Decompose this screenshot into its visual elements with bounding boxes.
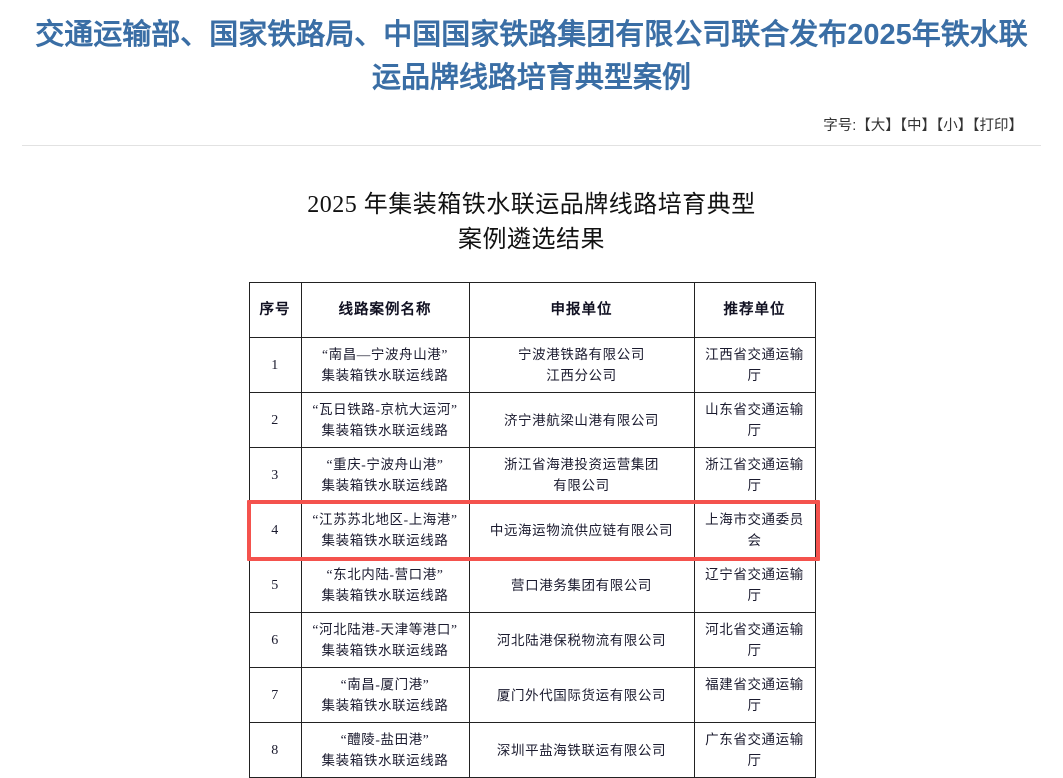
- font-size-toolbar: 字号:【大】【中】【小】【打印】: [22, 116, 1041, 136]
- table-row: 3 “重庆-宁波舟山港” 集装箱铁水联运线路 浙江省海港投资运营集团 有限公司 浙江省交通…: [248, 447, 816, 503]
- cell-applicant-line-1: 中远海运物流供应链有限公司: [489, 522, 674, 538]
- cell-case-name-line-2: 集装箱铁水联运线路: [321, 423, 449, 438]
- table-row: 1 “南昌—宁波舟山港” 集装箱铁水联运线路 宁波港铁路有限公司 江西分公司 江西省交通运…: [248, 337, 816, 393]
- cell-case-name-line-1: “南昌-厦门港”: [340, 677, 430, 692]
- cell-recommender: 山东省交通运输厅: [693, 392, 816, 448]
- font-size-small-button[interactable]: 【小】: [936, 118, 973, 134]
- cell-no: 6: [248, 612, 302, 668]
- cell-applicant-line-1: 深圳平盐海铁联运有限公司: [496, 742, 667, 758]
- cell-applicant: 河北陆港保税物流有限公司: [468, 612, 695, 668]
- document-body: 2025 年集装箱铁水联运品牌线路培育典型 案例遴选结果 序号 线路案例名称 申…: [0, 154, 1063, 778]
- document-title-line-2: 案例遴选结果: [458, 227, 605, 253]
- table-row: 2 “瓦日铁路-京杭大运河” 集装箱铁水联运线路 济宁港航梁山港有限公司 山东省交通运输…: [248, 392, 816, 448]
- cell-case-name-line-2: 集装箱铁水联运线路: [321, 533, 449, 548]
- cell-case-name-line-1: “河北陆港-天津等港口”: [312, 622, 458, 637]
- cell-case-name-line-2: 集装箱铁水联运线路: [321, 643, 449, 658]
- cell-case-name-line-1: “东北内陆-营口港”: [326, 567, 444, 582]
- cell-applicant: 济宁港航梁山港有限公司: [468, 392, 695, 448]
- column-header-case-name: 线路案例名称: [300, 282, 470, 338]
- cell-recommender: 辽宁省交通运输厅: [693, 557, 816, 613]
- cell-applicant-line-1: 济宁港航梁山港有限公司: [503, 412, 660, 428]
- print-button[interactable]: 【打印】: [972, 118, 1023, 134]
- table-row: 4 “江苏苏北地区-上海港” 集装箱铁水联运线路 中远海运物流供应链有限公司 上海市交通…: [248, 502, 816, 558]
- document-title: 2025 年集装箱铁水联运品牌线路培育典型 案例遴选结果: [272, 188, 792, 258]
- results-table-wrapper: 序号 线路案例名称 申报单位 推荐单位 1 “南昌—宁波舟山港” 集装箱铁水联运线路…: [247, 282, 820, 778]
- cell-applicant-line-1: 营口港务集团有限公司: [511, 577, 652, 593]
- cell-case-name: “东北内陆-营口港” 集装箱铁水联运线路: [300, 557, 470, 613]
- column-header-recommender: 推荐单位: [693, 282, 816, 338]
- cell-no: 5: [248, 557, 302, 613]
- cell-applicant: 营口港务集团有限公司: [468, 557, 695, 613]
- cell-applicant: 深圳平盐海铁联运有限公司: [468, 722, 695, 778]
- cell-case-name-line-2: 集装箱铁水联运线路: [321, 753, 449, 768]
- cell-recommender: 广东省交通运输厅: [693, 722, 816, 778]
- table-row: 5 “东北内陆-营口港” 集装箱铁水联运线路 营口港务集团有限公司 辽宁省交通运输厅: [248, 557, 816, 613]
- cell-applicant: 厦门外代国际货运有限公司: [468, 667, 695, 723]
- cell-applicant-line-1: 厦门外代国际货运有限公司: [496, 687, 667, 703]
- column-header-applicant: 申报单位: [468, 282, 695, 338]
- cell-case-name: “瓦日铁路-京杭大运河” 集装箱铁水联运线路: [300, 392, 470, 448]
- cell-no: 1: [248, 337, 302, 393]
- table-row: 8 “醴陵-盐田港” 集装箱铁水联运线路 深圳平盐海铁联运有限公司 广东省交通运输厅: [248, 722, 816, 778]
- cell-case-name-line-2: 集装箱铁水联运线路: [321, 588, 449, 603]
- cell-case-name: “南昌—宁波舟山港” 集装箱铁水联运线路: [300, 337, 470, 393]
- font-size-large-button[interactable]: 【大】: [856, 118, 900, 134]
- cell-applicant: 浙江省海港投资运营集团 有限公司: [468, 447, 695, 503]
- cell-no: 8: [248, 722, 302, 778]
- cell-case-name: “重庆-宁波舟山港” 集装箱铁水联运线路: [300, 447, 470, 503]
- cell-case-name-line-1: “瓦日铁路-京杭大运河”: [312, 402, 458, 417]
- column-header-no: 序号: [248, 282, 302, 338]
- cell-case-name-line-1: “南昌—宁波舟山港”: [322, 347, 448, 362]
- cell-case-name-line-2: 集装箱铁水联运线路: [321, 698, 449, 713]
- cell-case-name: “南昌-厦门港” 集装箱铁水联运线路: [300, 667, 470, 723]
- cell-applicant: 中远海运物流供应链有限公司: [468, 502, 695, 558]
- cell-case-name-line-2: 集装箱铁水联运线路: [321, 478, 449, 493]
- cell-no: 2: [248, 392, 302, 448]
- cell-no: 4: [248, 502, 302, 558]
- header-divider: [22, 145, 1041, 146]
- cell-recommender: 上海市交通委员会: [693, 502, 816, 558]
- font-size-medium-button[interactable]: 【中】: [899, 118, 936, 134]
- table-body: 1 “南昌—宁波舟山港” 集装箱铁水联运线路 宁波港铁路有限公司 江西分公司 江西省交通运…: [248, 337, 816, 778]
- cell-applicant-line-1: 宁波港铁路有限公司: [518, 347, 645, 362]
- cell-applicant-line-1: 浙江省海港投资运营集团: [503, 457, 660, 472]
- article-header: 交通运输部、国家铁路局、中国国家铁路集团有限公司联合发布2025年铁水联运品牌线…: [0, 0, 1063, 146]
- cell-applicant-line-2: 江西分公司: [546, 368, 617, 383]
- cell-recommender: 河北省交通运输厅: [693, 612, 816, 668]
- cell-recommender: 江西省交通运输厅: [693, 337, 816, 393]
- cell-case-name-line-1: “醴陵-盐田港”: [340, 732, 430, 747]
- results-table: 序号 线路案例名称 申报单位 推荐单位 1 “南昌—宁波舟山港” 集装箱铁水联运线路…: [248, 282, 816, 778]
- cell-case-name-line-1: “江苏苏北地区-上海港”: [312, 512, 458, 527]
- table-header-row: 序号 线路案例名称 申报单位 推荐单位: [248, 282, 816, 338]
- page-title: 交通运输部、国家铁路局、中国国家铁路集团有限公司联合发布2025年铁水联运品牌线…: [35, 19, 1028, 94]
- cell-no: 3: [248, 447, 302, 503]
- cell-no: 7: [248, 667, 302, 723]
- document-title-line-1: 2025 年集装箱铁水联运品牌线路培育典型: [307, 192, 756, 218]
- cell-case-name: “江苏苏北地区-上海港” 集装箱铁水联运线路: [300, 502, 470, 558]
- cell-case-name: “河北陆港-天津等港口” 集装箱铁水联运线路: [300, 612, 470, 668]
- cell-case-name: “醴陵-盐田港” 集装箱铁水联运线路: [300, 722, 470, 778]
- cell-case-name-line-1: “重庆-宁波舟山港”: [326, 457, 444, 472]
- table-row: 7 “南昌-厦门港” 集装箱铁水联运线路 厦门外代国际货运有限公司 福建省交通运输厅: [248, 667, 816, 723]
- table-row: 6 “河北陆港-天津等港口” 集装箱铁水联运线路 河北陆港保税物流有限公司 河北省交通运…: [248, 612, 816, 668]
- cell-applicant-line-2: 有限公司: [553, 478, 610, 493]
- cell-applicant-line-1: 河北陆港保税物流有限公司: [496, 632, 667, 648]
- cell-case-name-line-2: 集装箱铁水联运线路: [321, 368, 449, 383]
- cell-recommender: 福建省交通运输厅: [693, 667, 816, 723]
- cell-recommender: 浙江省交通运输厅: [693, 447, 816, 503]
- font-size-label: 字号:: [823, 118, 857, 134]
- cell-applicant: 宁波港铁路有限公司 江西分公司: [468, 337, 695, 393]
